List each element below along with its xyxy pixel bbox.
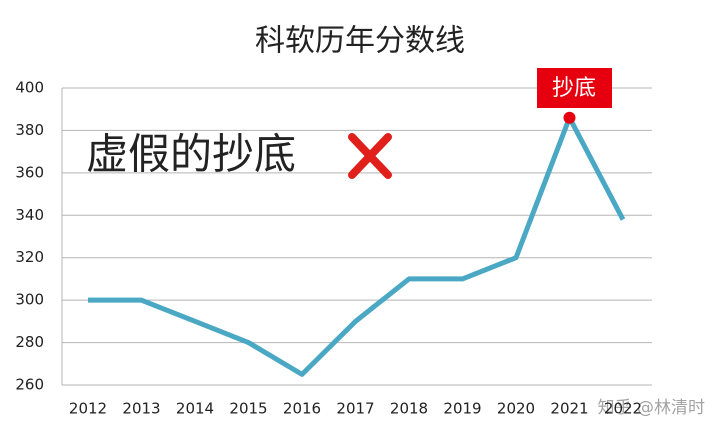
watermark: 知乎 @林清时 [598, 398, 705, 418]
y-tick-label: 360 [15, 163, 44, 181]
annotation: 虚假的抄底 [86, 130, 296, 179]
x-tick-label: 2013 [122, 400, 160, 418]
x-tick-label: 2021 [550, 400, 588, 418]
x-tick-label: 2018 [390, 400, 428, 418]
x-tick-label: 2015 [229, 400, 267, 418]
x-tick-label: 2017 [336, 400, 374, 418]
x-tick-label: 2020 [497, 400, 535, 418]
x-tick-label: 2022 [604, 400, 642, 418]
y-tick-label: 380 [15, 121, 44, 139]
x-tick-label: 2012 [69, 400, 107, 418]
x-tick-label: 2016 [283, 400, 321, 418]
annotation: 抄底 [552, 76, 596, 101]
x-tick-label: 2019 [443, 400, 481, 418]
y-tick-label: 340 [15, 206, 44, 224]
line [88, 115, 626, 377]
annotation-box [537, 68, 612, 108]
y-tick-label: 300 [15, 291, 44, 309]
y-tick-label: 260 [15, 376, 44, 394]
y-tick-label: 280 [15, 333, 44, 351]
cross-icon [348, 133, 392, 179]
y-tick-label: 320 [15, 248, 44, 266]
chart-title: 科软历年分数线 [255, 24, 465, 59]
x-tick-label: 2014 [176, 400, 214, 418]
peak-marker [563, 111, 576, 124]
y-tick-label: 400 [15, 79, 44, 97]
